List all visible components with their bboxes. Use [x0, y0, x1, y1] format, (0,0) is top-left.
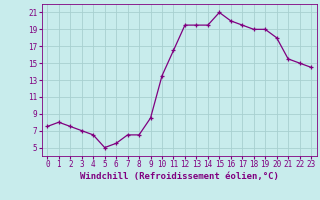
X-axis label: Windchill (Refroidissement éolien,°C): Windchill (Refroidissement éolien,°C)	[80, 172, 279, 181]
